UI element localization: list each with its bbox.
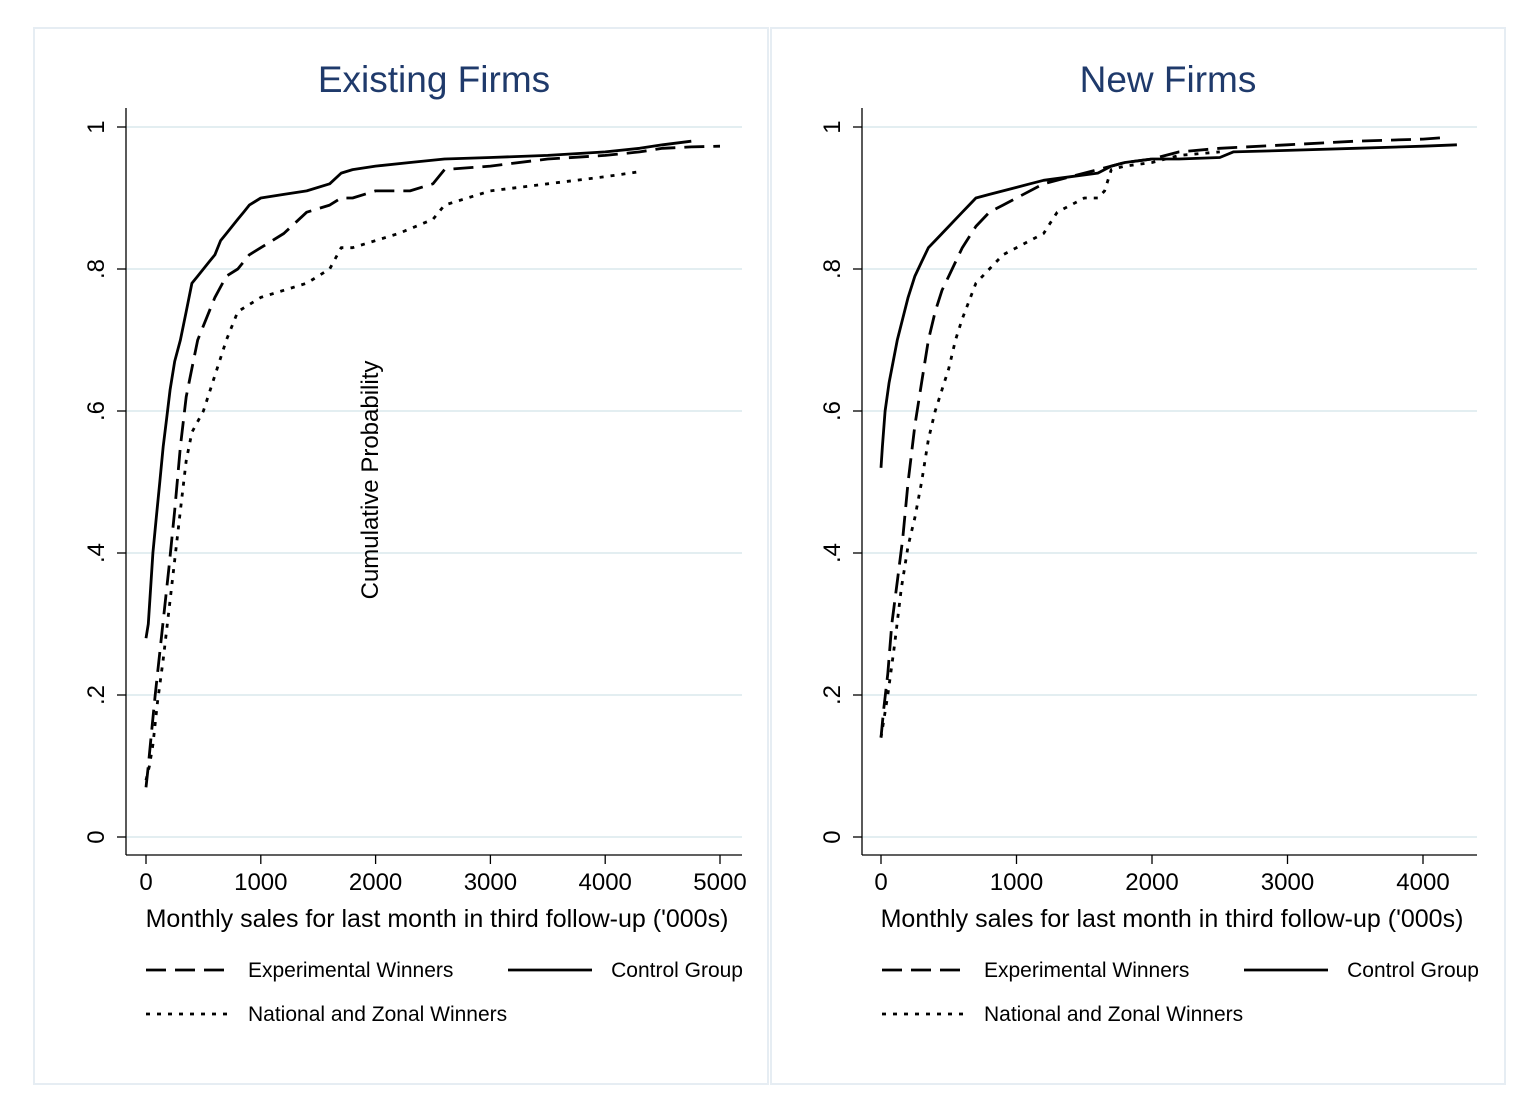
y-tick-label: .8 — [83, 259, 110, 279]
x-tick-label: 3000 — [1261, 869, 1314, 896]
y-tick-label: 1 — [819, 120, 846, 133]
x-tick-label: 3000 — [464, 869, 517, 896]
legend: Experimental Winners Control Group Nationa… — [146, 959, 743, 1026]
legend-label: Experimental Winners — [984, 959, 1189, 982]
x-axis-title: Monthly sales for last month in third fo… — [146, 905, 729, 933]
x-tick-label: 1000 — [990, 869, 1043, 896]
series-line-control-group — [879, 143, 1457, 468]
x-tick-label: 1000 — [234, 869, 287, 896]
legend-label: National and Zonal Winners — [248, 1003, 507, 1026]
y-tick-label: .6 — [83, 401, 110, 421]
x-tick-label: 2000 — [1125, 869, 1178, 896]
y-tick-label: 0 — [819, 830, 846, 843]
chart-title: Existing Firms — [318, 59, 550, 100]
series-line-control-group — [144, 139, 692, 639]
y-tick-label: .6 — [819, 401, 846, 421]
x-tick-label: 5000 — [693, 869, 746, 896]
legend-label: Experimental Winners — [248, 959, 453, 982]
x-tick-label: 2000 — [349, 869, 402, 896]
y-tick-label: .2 — [819, 685, 846, 705]
chart-panel-1: 0 .2 .4 .6 .8 1 0 1000 2000 3000 4000 New Firms Mont… — [770, 27, 1506, 1085]
y-tick-label: .4 — [819, 543, 846, 563]
y-axis-title: Cumulative Probability — [357, 361, 384, 600]
series-line-experimental-winners — [144, 144, 721, 788]
x-tick-label: 0 — [874, 869, 887, 896]
y-tick-label: .2 — [83, 685, 110, 705]
panel-background — [33, 27, 769, 1085]
chart-title: New Firms — [1080, 59, 1257, 100]
y-tick-label: 0 — [83, 830, 110, 843]
legend-label: National and Zonal Winners — [984, 1003, 1243, 1026]
x-tick-label: 4000 — [579, 869, 632, 896]
legend-label: Control Group — [611, 959, 743, 982]
legend-label: Control Group — [1347, 959, 1479, 982]
series-line-national-and-zonal-winners — [879, 150, 1220, 738]
y-tick-label: .4 — [83, 543, 110, 563]
x-tick-label: 4000 — [1396, 869, 1449, 896]
panel-background — [770, 27, 1506, 1085]
x-tick-label: 0 — [139, 869, 152, 896]
series-line-experimental-winners — [879, 136, 1444, 738]
chart-panel-0: 0 .2 .4 .6 .8 1 0 1000 2000 3000 4000 5000 Existing … — [33, 27, 769, 1085]
legend: Experimental Winners Control Group Nationa… — [882, 959, 1479, 1026]
x-axis-title: Monthly sales for last month in third fo… — [881, 905, 1464, 933]
y-tick-label: .8 — [819, 259, 846, 279]
y-tick-label: 1 — [83, 120, 110, 133]
